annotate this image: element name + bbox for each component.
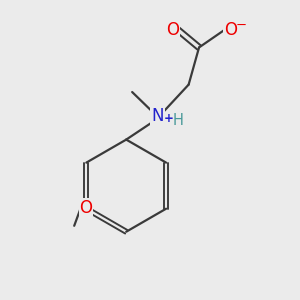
- Text: H: H: [172, 113, 183, 128]
- Text: O: O: [166, 21, 179, 39]
- Text: N: N: [151, 107, 164, 125]
- Text: +: +: [164, 112, 174, 125]
- Text: O: O: [80, 199, 93, 217]
- Text: −: −: [236, 19, 247, 32]
- Text: O: O: [224, 21, 237, 39]
